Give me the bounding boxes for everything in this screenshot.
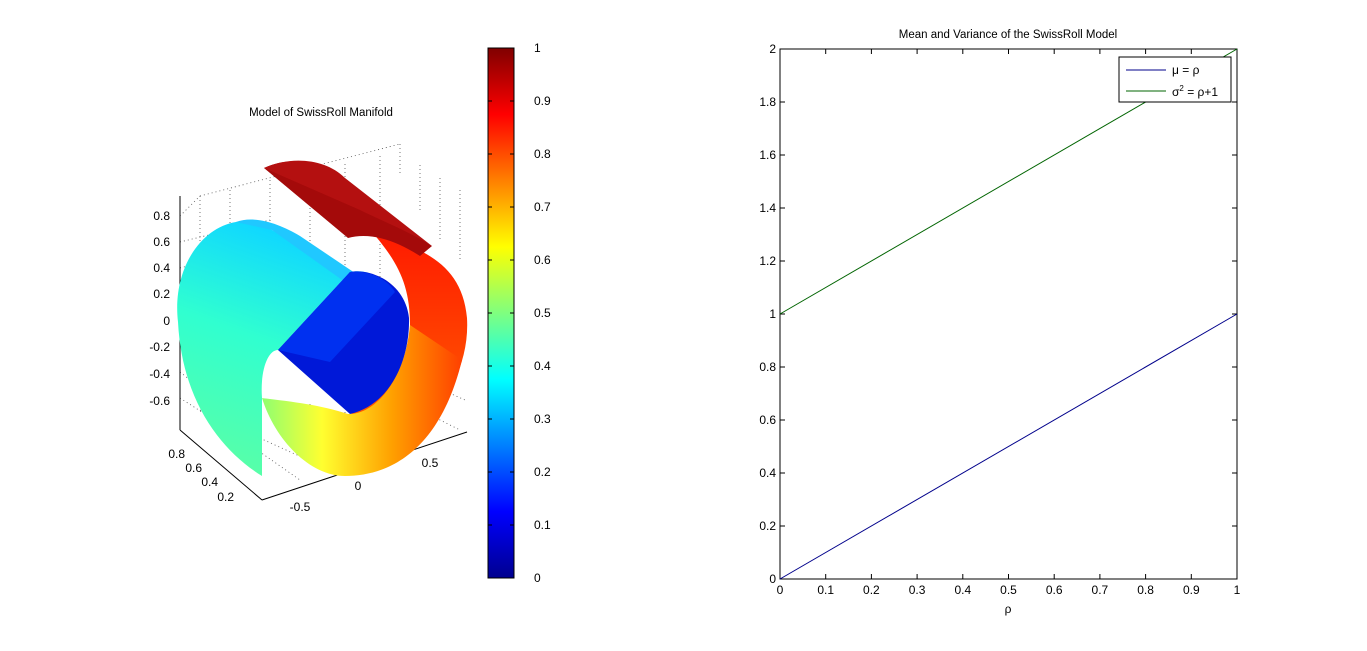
legend-box	[1118, 56, 1232, 103]
x-tick-label: 0.3	[909, 583, 926, 597]
surface-z-tick: -0.2	[149, 340, 170, 354]
x-tick-label: 0.1	[817, 583, 834, 597]
surface-y-tick: 0.6	[185, 461, 202, 475]
y-tick-label: 0	[769, 572, 776, 586]
surface-white-opening	[261, 350, 348, 412]
surface-title: Model of SwissRoll Manifold	[249, 107, 393, 119]
surface-plot: Model of SwissRoll Manifold	[149, 107, 468, 514]
x-tick-label: 0.5	[1000, 583, 1017, 597]
colorbar-ticks: 0 0.1 0.2 0.3 0.4 0.5 0.6 0.7 0.8 0.9 1	[488, 41, 551, 585]
y-tick-label: 0.6	[759, 413, 776, 427]
series-mean-line	[779, 313, 1238, 580]
surface-z-tick: 0.6	[153, 235, 170, 249]
legend-label-variance: σ2 = ρ+1	[1172, 84, 1218, 99]
legend-variance-symbol: σ	[1172, 85, 1180, 99]
colorbar-tick-label: 0.1	[534, 518, 551, 532]
legend-label-mean: μ = ρ	[1172, 63, 1200, 77]
surface-cyan-cylinder	[177, 221, 395, 476]
legend-variance-rest: = ρ+1	[1184, 85, 1219, 99]
surface-front-band	[262, 325, 462, 476]
y-tick-label: 0.4	[759, 466, 776, 480]
colorbar-tick-label: 0.9	[534, 94, 551, 108]
surface-y-ticks: 0.8 0.6 0.4 0.2	[168, 447, 234, 504]
line-ticks: 0 0.1 0.2 0.3 0.4 0.5 0.6 0.7 0.8 0.9 1 0 0.2 0.4 0.6 0…	[759, 42, 1240, 597]
colorbar: 0 0.1 0.2 0.3 0.4 0.5 0.6 0.7 0.8 0.9 1	[487, 41, 551, 585]
surface-z-tick: -0.4	[149, 367, 170, 381]
surface-y-tick: 0.2	[217, 490, 234, 504]
x-tick-label: 0.8	[1137, 583, 1154, 597]
colorbar-tick-label: 0.7	[534, 200, 551, 214]
colorbar-tick-label: 0	[534, 571, 541, 585]
colorbar-tick-label: 1	[534, 41, 541, 55]
x-tick-label: 0	[777, 583, 784, 597]
surface-z-tick: 0.4	[153, 261, 170, 275]
y-tick-label: 1	[769, 307, 776, 321]
y-tick-label: 1.6	[759, 148, 776, 162]
line-chart: Mean and Variance of the SwissRoll Model…	[759, 29, 1240, 616]
surface-z-tick: 0	[163, 314, 170, 328]
y-tick-label: 0.2	[759, 519, 776, 533]
surface-y-tick: 0.8	[168, 447, 185, 461]
x-tick-label: 1	[1234, 583, 1241, 597]
x-axis-label: ρ	[1005, 602, 1012, 616]
y-tick-label: 1.2	[759, 254, 776, 268]
surface-x-ticks: -0.5 0 0.5	[290, 456, 439, 514]
x-tick-label: 0.6	[1046, 583, 1063, 597]
y-tick-label: 2	[769, 42, 776, 56]
colorbar-tick-label: 0.3	[534, 412, 551, 426]
surface-darkred-sheet-top	[264, 160, 432, 246]
line-chart-title: Mean and Variance of the SwissRoll Model	[899, 29, 1117, 41]
surface-z-tick: 0.8	[153, 209, 170, 223]
surface-x-tick: 0.5	[422, 456, 439, 470]
x-tick-label: 0.4	[954, 583, 971, 597]
colorbar-tick-label: 0.4	[534, 359, 551, 373]
colorbar-tick-label: 0.8	[534, 147, 551, 161]
plot-area	[779, 48, 1238, 580]
y-tick-label: 0.8	[759, 360, 776, 374]
surface-z-tick: 0.2	[153, 287, 170, 301]
legend: μ = ρ σ2 = ρ+1	[1118, 56, 1232, 103]
x-tick-label: 0.2	[863, 583, 880, 597]
x-tick-label: 0.7	[1092, 583, 1109, 597]
surface-z-ticks: 0.8 0.6 0.4 0.2 0 -0.2 -0.4 -0.6	[149, 209, 170, 408]
surface-z-tick: -0.6	[149, 394, 170, 408]
colorbar-tick-label: 0.6	[534, 253, 551, 267]
colorbar-tick-label: 0.5	[534, 306, 551, 320]
x-tick-label: 0.9	[1183, 583, 1200, 597]
surface-x-tick: 0	[355, 479, 362, 493]
surface-blue-inner-shade	[278, 271, 395, 362]
legend-variance-superscript: 2	[1179, 84, 1184, 93]
surface-x-tick: -0.5	[290, 500, 311, 514]
y-tick-label: 1.8	[759, 95, 776, 109]
colorbar-tick-label: 0.2	[534, 465, 551, 479]
surface-y-tick: 0.4	[201, 475, 218, 489]
y-tick-label: 1.4	[759, 201, 776, 215]
